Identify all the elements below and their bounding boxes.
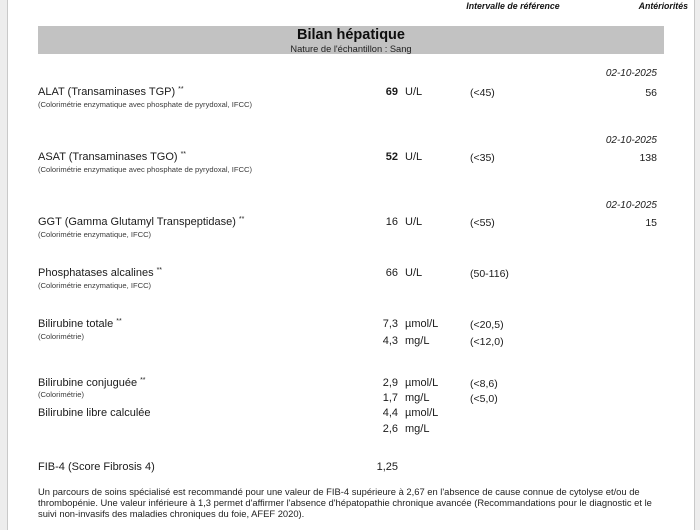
bili-totale-flag: ** — [116, 318, 122, 325]
asat-previous-value: 138 — [639, 152, 657, 164]
alat-reference: (<45) — [470, 87, 495, 99]
section-title: Bilan hépatique — [297, 27, 405, 43]
bili-conjuguee-reference-umol: (<8,6) — [470, 378, 498, 390]
ggt-method: (Colorimétrie enzymatique, IFCC) — [38, 230, 152, 239]
sample-type: Nature de l'échantillon : Sang — [290, 44, 412, 54]
column-header-anteriorites: Antériorités — [638, 1, 688, 11]
pal-method: (Colorimétrie enzymatique, IFCC) — [38, 281, 152, 290]
bili-totale-reference-umol: (<20,5) — [470, 319, 504, 331]
lab-report-page: Intervalle de référence Antériorités Bil… — [7, 0, 695, 530]
alat-value: 69 — [385, 86, 398, 98]
ggt-reference: (<55) — [470, 217, 495, 229]
pal-value: 66 — [385, 267, 398, 279]
bili-conjuguee-reference-mg: (<5,0) — [470, 393, 498, 405]
asat-flag: ** — [180, 151, 187, 158]
section-banner: Bilan hépatique Nature de l'échantillon … — [38, 26, 664, 54]
ggt-previous-value: 15 — [645, 217, 657, 229]
asat-method: (Colorimétrie enzymatique avec phosphate… — [38, 165, 252, 174]
asat-name-row: ASAT (Transaminases TGO) ** — [38, 151, 186, 163]
pal-name-row: Phosphatases alcalines ** — [38, 267, 162, 279]
bili-totale-name-row: Bilirubine totale ** — [38, 318, 122, 330]
ggt-flag: ** — [238, 216, 245, 223]
asat-value: 52 — [385, 151, 398, 163]
bili-totale-method: (Colorimétrie) — [38, 332, 84, 341]
asat-date: 02-10-2025 — [605, 135, 657, 146]
pal-flag: ** — [156, 267, 163, 274]
fib4-name: FIB-4 (Score Fibrosis 4) — [38, 461, 155, 473]
alat-name: ALAT (Transaminases TGP) — [38, 86, 176, 98]
bili-totale-value-mg: 4,3 — [382, 335, 398, 347]
bili-conjuguee-flag: ** — [140, 377, 146, 384]
bili-conjuguee-method: (Colorimétrie) — [38, 390, 84, 399]
bili-totale-unit-umol: µmol/L — [405, 318, 439, 330]
bili-libre-name: Bilirubine libre calculée — [38, 407, 151, 419]
bili-libre-value-umol: 4,4 — [382, 407, 398, 419]
alat-name-row: ALAT (Transaminases TGP) ** — [38, 86, 184, 98]
alat-flag: ** — [178, 86, 184, 93]
bili-conjuguee-name: Bilirubine conjuguée — [38, 377, 138, 389]
ggt-date: 02-10-2025 — [605, 200, 657, 211]
alat-date: 02-10-2025 — [605, 68, 657, 79]
ggt-name-row: GGT (Gamma Glutamyl Transpeptidase) ** — [38, 216, 244, 228]
alat-unit: U/L — [405, 86, 423, 98]
bili-totale-name: Bilirubine totale — [38, 318, 114, 330]
pal-unit: U/L — [405, 267, 423, 279]
ggt-name: GGT (Gamma Glutamyl Transpeptidase) — [38, 216, 236, 228]
asat-name: ASAT (Transaminases TGO) — [38, 151, 178, 163]
bili-conjuguee-value-umol: 2,9 — [382, 377, 398, 389]
bili-conjuguee-name-row: Bilirubine conjuguée ** — [38, 377, 146, 389]
fib4-interpretation-note: Un parcours de soins spécialisé est reco… — [38, 486, 652, 519]
bili-libre-unit-mg: mg/L — [405, 423, 430, 435]
bili-totale-value-umol: 7,3 — [382, 318, 398, 330]
bili-conjuguee-value-mg: 1,7 — [382, 392, 398, 404]
bili-libre-value-mg: 2,6 — [382, 423, 398, 435]
alat-method: (Colorimétrie enzymatique avec phosphate… — [38, 100, 252, 109]
bili-totale-reference-mg: (<12,0) — [470, 336, 504, 348]
bili-conjuguee-unit-umol: µmol/L — [405, 377, 439, 389]
asat-reference: (<35) — [470, 152, 495, 164]
asat-unit: U/L — [405, 151, 423, 163]
ggt-value: 16 — [385, 216, 398, 228]
fib4-value: 1,25 — [376, 461, 398, 473]
ggt-unit: U/L — [405, 216, 423, 228]
bili-totale-unit-mg: mg/L — [405, 335, 430, 347]
bili-conjuguee-unit-mg: mg/L — [405, 392, 430, 404]
column-header-reference-interval: Intervalle de référence — [466, 1, 560, 11]
alat-previous-value: 56 — [645, 87, 657, 99]
pal-name: Phosphatases alcalines — [38, 267, 154, 279]
pal-reference: (50-116) — [470, 268, 509, 280]
bili-libre-unit-umol: µmol/L — [405, 407, 439, 419]
